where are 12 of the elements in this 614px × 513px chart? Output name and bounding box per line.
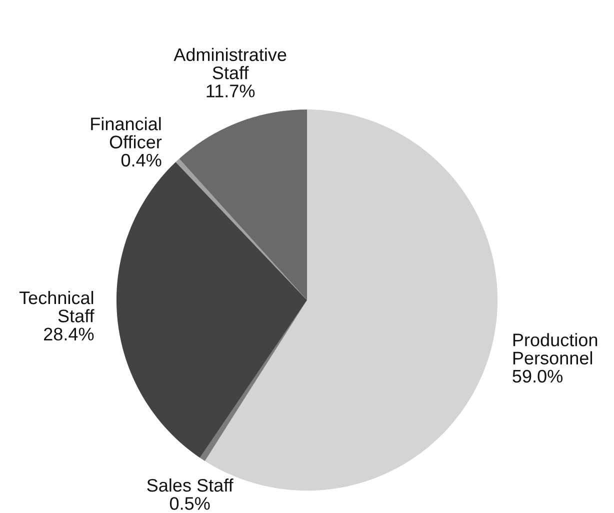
data-label: 0.5% [170,497,210,510]
pie-slice [179,110,307,300]
slice-label: Financial Officer [91,117,162,148]
data-label: 28.4% [44,328,94,341]
slice-label: Production Personnel [513,333,598,364]
slice-label: Technical Staff [19,290,94,322]
data-label: 11.7% [206,84,255,98]
slice-label: Administrative Staff [174,48,286,80]
slice-label: Sales Staff [147,478,234,492]
data-label: 0.4% [121,154,162,167]
data-label: 59.0% [512,370,562,383]
pie-slice [200,300,307,461]
